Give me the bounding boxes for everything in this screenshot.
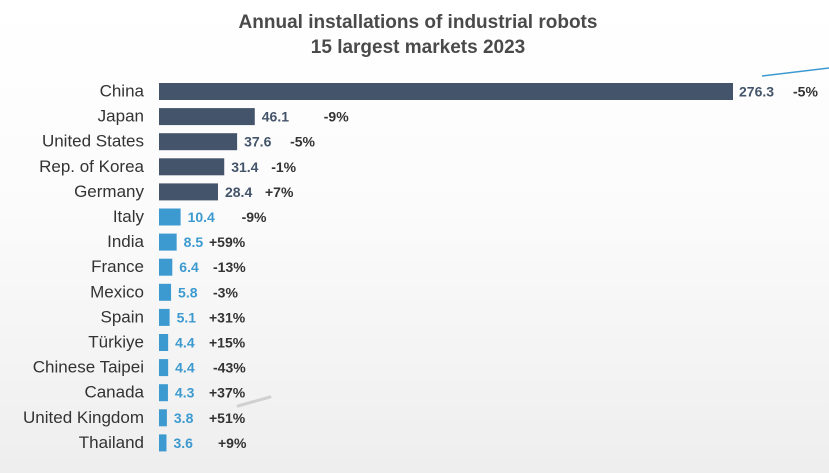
bar — [159, 434, 167, 452]
change-label: -5% — [793, 84, 818, 100]
change-label: +31% — [209, 309, 246, 325]
value-label: 6.4 — [179, 259, 199, 275]
value-label: 3.6 — [173, 435, 193, 451]
category-label: Chinese Taipei — [33, 358, 144, 377]
bar — [159, 283, 172, 301]
category-label: France — [91, 257, 144, 276]
value-label: 276.3 — [739, 84, 774, 100]
change-label: +37% — [209, 385, 246, 401]
bar — [159, 334, 169, 351]
bar — [159, 233, 177, 251]
chart-subtitle: 15 largest markets 2023 — [311, 37, 525, 58]
category-label: Italy — [113, 207, 145, 226]
category-label: Canada — [84, 383, 144, 402]
chart-title: Annual installations of industrial robot… — [239, 12, 598, 33]
value-label: 5.8 — [178, 284, 198, 300]
bar — [159, 208, 181, 226]
value-label: 37.6 — [244, 134, 271, 150]
value-label: 5.1 — [177, 309, 197, 325]
value-label: 4.3 — [175, 385, 195, 401]
change-label: -5% — [290, 134, 315, 150]
change-label: +15% — [209, 335, 246, 351]
bars-group: China 276.3 -5% Japan 46.1 -9% United States 37… — [23, 82, 818, 452]
category-label: United States — [42, 132, 144, 151]
value-label: 4.4 — [175, 335, 195, 351]
value-label: 46.1 — [262, 109, 289, 125]
bar — [159, 308, 170, 326]
change-label: +7% — [265, 184, 294, 200]
category-label: Spain — [101, 307, 144, 326]
change-label: -43% — [213, 360, 246, 376]
category-label: China — [100, 82, 145, 101]
category-label: Rep. of Korea — [39, 157, 144, 176]
category-label: United Kingdom — [23, 408, 144, 427]
decorative-swoosh — [236, 395, 272, 408]
category-label: Türkiye — [88, 333, 144, 352]
value-label: 8.5 — [184, 234, 204, 250]
decorative-line-top — [761, 67, 829, 77]
change-label: -13% — [213, 259, 246, 275]
bar — [159, 158, 225, 176]
change-label: -1% — [271, 159, 296, 175]
category-label: Germany — [74, 182, 144, 201]
category-label: Thailand — [79, 433, 144, 452]
bar — [159, 108, 255, 126]
bar — [159, 409, 167, 427]
category-label: India — [107, 232, 144, 251]
bar — [159, 258, 173, 276]
bar — [159, 133, 238, 151]
category-label: Japan — [98, 107, 144, 126]
value-label: 28.4 — [225, 184, 252, 200]
value-label: 3.8 — [174, 410, 194, 426]
change-label: -9% — [324, 109, 349, 125]
bar — [159, 384, 168, 402]
change-label: -9% — [242, 209, 267, 225]
value-label: 4.4 — [175, 360, 195, 376]
change-label: -3% — [213, 284, 238, 300]
value-label: 31.4 — [231, 159, 258, 175]
change-label: +9% — [218, 435, 247, 451]
bar — [159, 183, 218, 201]
value-label: 10.4 — [188, 209, 215, 225]
category-label: Mexico — [90, 282, 144, 301]
bar — [159, 83, 733, 100]
change-label: +59% — [209, 234, 246, 250]
bar — [159, 359, 169, 377]
change-label: +51% — [209, 410, 246, 426]
